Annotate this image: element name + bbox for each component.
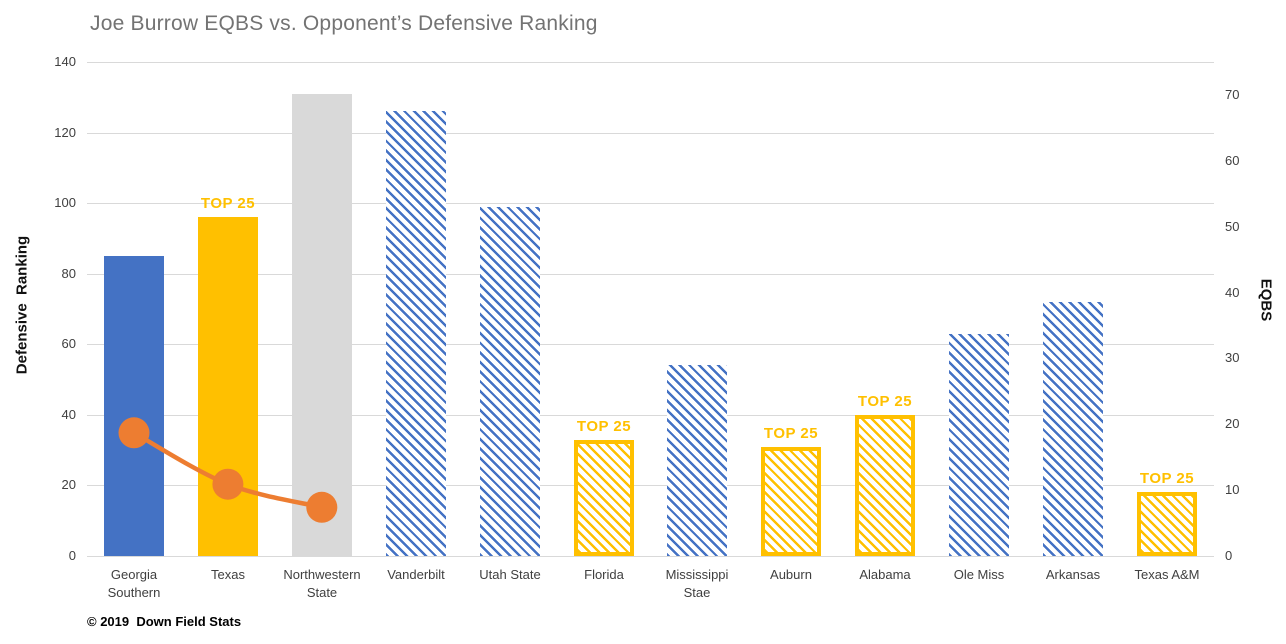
bar-northwestern-state	[292, 94, 352, 556]
category-label-line: Mississippi	[665, 567, 729, 582]
category-label-line: Northwestern	[283, 567, 361, 582]
category-label-florida: Florida	[554, 566, 654, 584]
category-label-vanderbilt: Vanderbilt	[366, 566, 466, 584]
left-axis-title: Defensive Ranking	[13, 235, 31, 375]
right-axis-tick-70: 70	[1225, 87, 1240, 102]
gridline-100	[87, 203, 1214, 204]
left-axis-tick-100: 100	[54, 195, 76, 210]
category-label-northwestern-state: Northwestern State	[272, 566, 372, 602]
gridline-140	[87, 62, 1214, 63]
right-axis-tick-40: 40	[1225, 285, 1240, 300]
category-label-line: Georgia	[110, 567, 158, 582]
chart-title: Joe Burrow EQBS vs. Opponent’s Defensive…	[90, 12, 598, 35]
right-axis-tick-50: 50	[1225, 219, 1240, 234]
category-label-alabama: Alabama	[835, 566, 935, 584]
right-axis-tick-20: 20	[1225, 416, 1240, 431]
category-label-ole-miss: Ole Miss	[929, 566, 1029, 584]
top25-label-auburn: TOP 25	[763, 425, 819, 442]
category-label-line: Stae	[683, 585, 711, 600]
top25-label-texas-aandm: TOP 25	[1139, 470, 1195, 487]
gridline-60	[87, 344, 1214, 345]
right-axis-tick-0: 0	[1225, 548, 1233, 563]
bar-georgia-southern	[104, 256, 164, 556]
category-label-mississippi-stae: Mississippi Stae	[647, 566, 747, 602]
left-axis-tick-20: 20	[61, 477, 76, 492]
copyright-text: © 2019 Down Field Stats	[87, 614, 242, 629]
bar-vanderbilt	[386, 111, 446, 556]
bar-texas-aandm	[1137, 492, 1197, 556]
category-label-texas-aandm: Texas A&M	[1117, 566, 1217, 584]
bar-florida	[574, 440, 634, 556]
category-label-line: Texas	[211, 567, 245, 582]
bar-alabama	[855, 415, 915, 556]
bar-utah-state	[480, 207, 540, 556]
left-axis-tick-120: 120	[54, 125, 76, 140]
gridline-20	[87, 485, 1214, 486]
category-label-line: Southern	[107, 585, 161, 600]
left-axis-tick-80: 80	[61, 266, 76, 281]
category-label-line: State	[306, 585, 338, 600]
category-label-line: Arkansas	[1045, 567, 1101, 582]
category-label-line: Vanderbilt	[387, 567, 445, 582]
gridline-40	[87, 415, 1214, 416]
bar-auburn	[761, 447, 821, 556]
right-axis-tick-60: 60	[1225, 153, 1240, 168]
category-label-line: Texas A&M	[1134, 567, 1200, 582]
right-axis-tick-30: 30	[1225, 350, 1240, 365]
category-label-georgia-southern: Georgia Southern	[84, 566, 184, 602]
left-axis-tick-40: 40	[61, 407, 76, 422]
left-axis-tick-140: 140	[54, 54, 76, 69]
category-label-texas: Texas	[178, 566, 278, 584]
bar-arkansas	[1043, 302, 1103, 556]
gridline-120	[87, 133, 1214, 134]
top25-label-florida: TOP 25	[576, 418, 632, 435]
left-axis-tick-0: 0	[68, 548, 76, 563]
category-label-utah-state: Utah State	[460, 566, 560, 584]
bar-ole-miss	[949, 334, 1009, 556]
bar-texas	[198, 217, 258, 556]
category-label-line: Auburn	[770, 567, 812, 582]
gridline-0	[87, 556, 1214, 557]
category-label-line: Ole Miss	[953, 567, 1005, 582]
category-label-auburn: Auburn	[741, 566, 841, 584]
category-label-line: Florida	[584, 567, 624, 582]
category-label-line: Utah State	[479, 567, 541, 582]
top25-label-texas: TOP 25	[200, 195, 256, 212]
left-axis-tick-60: 60	[61, 336, 76, 351]
right-axis-tick-10: 10	[1225, 482, 1240, 497]
category-label-arkansas: Arkansas	[1023, 566, 1123, 584]
top25-label-alabama: TOP 25	[857, 393, 913, 410]
gridline-80	[87, 274, 1214, 275]
category-label-line: Alabama	[859, 567, 911, 582]
bar-mississippi-stae	[667, 365, 727, 556]
